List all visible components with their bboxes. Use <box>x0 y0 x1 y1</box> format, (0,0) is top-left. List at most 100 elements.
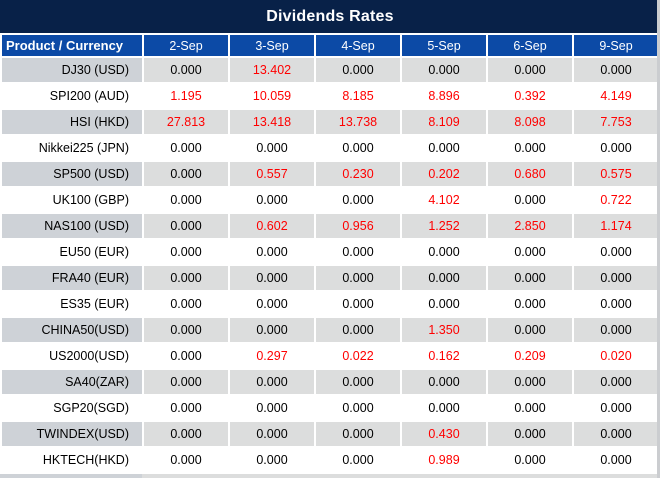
table-row: SA40(ZAR) 0.000 0.000 0.000 0.000 0.000 0.000 <box>2 370 658 394</box>
rate-cell: 0.000 <box>574 240 658 264</box>
table-row: FRA40 (EUR) 0.000 0.000 0.000 0.000 0.000 0.00… <box>2 266 658 290</box>
rate-cell: 0.000 <box>488 448 572 472</box>
header-row: Product / Currency 2-Sep 3-Sep 4-Sep 5-S… <box>2 35 658 56</box>
rate-cell: 0.000 <box>230 188 314 212</box>
table-row: ES35 (EUR) 0.000 0.000 0.000 0.000 0.000 0.000 <box>2 292 658 316</box>
table-body: DJ30 (USD) 0.000 13.402 0.000 0.000 0.000 0.00… <box>2 58 658 472</box>
product-cell: DJ30 (USD) <box>2 58 142 82</box>
rate-cell: 0.989 <box>402 448 486 472</box>
rate-cell: 0.000 <box>144 188 228 212</box>
product-cell: FRA40 (EUR) <box>2 266 142 290</box>
rate-cell: 0.000 <box>316 448 400 472</box>
rate-cell: 0.000 <box>316 240 400 264</box>
table-row: TWINDEX(USD) 0.000 0.000 0.000 0.430 0.000 0.0… <box>2 422 658 446</box>
rate-cell: 13.738 <box>316 110 400 134</box>
rate-cell: 0.000 <box>144 162 228 186</box>
rate-cell: 0.000 <box>574 318 658 342</box>
rate-cell: 0.575 <box>574 162 658 186</box>
rate-cell: 0.000 <box>402 136 486 160</box>
rate-cell: 0.000 <box>316 136 400 160</box>
rate-cell: 0.000 <box>488 266 572 290</box>
rate-cell: 0.000 <box>488 188 572 212</box>
rate-cell: 0.430 <box>402 422 486 446</box>
rate-cell: 0.000 <box>574 422 658 446</box>
table-row: CHINA50(USD) 0.000 0.000 0.000 1.350 0.000 0.0… <box>2 318 658 342</box>
rate-cell: 0.000 <box>574 396 658 420</box>
rate-cell: 0.680 <box>488 162 572 186</box>
rate-cell: 0.000 <box>144 344 228 368</box>
column-header-date: 4-Sep <box>316 35 400 56</box>
table-row: NAS100 (USD) 0.000 0.602 0.956 1.252 2.850 1.1… <box>2 214 658 238</box>
rate-cell: 0.020 <box>574 344 658 368</box>
table-row: SPI200 (AUD) 1.195 10.059 8.185 8.896 0.392 4.… <box>2 84 658 108</box>
rate-cell: 0.000 <box>316 422 400 446</box>
table-title: Dividends Rates <box>266 7 394 25</box>
rate-cell: 0.000 <box>144 240 228 264</box>
rate-cell: 0.000 <box>230 318 314 342</box>
rate-cell: 1.350 <box>402 318 486 342</box>
rate-cell: 0.000 <box>488 422 572 446</box>
rate-cell: 1.174 <box>574 214 658 238</box>
rate-cell: 0.000 <box>574 266 658 290</box>
rate-cell: 0.000 <box>230 422 314 446</box>
table-row: US2000(USD) 0.000 0.297 0.022 0.162 0.209 0.02… <box>2 344 658 368</box>
rate-cell: 13.418 <box>230 110 314 134</box>
rate-cell: 0.000 <box>230 266 314 290</box>
rate-cell: 0.000 <box>316 266 400 290</box>
rate-cell: 0.000 <box>488 58 572 82</box>
product-cell: HKTECH(HKD) <box>2 448 142 472</box>
rate-cell: 0.602 <box>230 214 314 238</box>
rate-cell: 0.000 <box>144 292 228 316</box>
column-header-date: 2-Sep <box>144 35 228 56</box>
rate-cell: 0.000 <box>230 370 314 394</box>
rate-cell: 0.209 <box>488 344 572 368</box>
product-cell: EU50 (EUR) <box>2 240 142 264</box>
product-cell: UK100 (GBP) <box>2 188 142 212</box>
rate-cell: 0.000 <box>402 58 486 82</box>
rate-cell: 0.000 <box>488 370 572 394</box>
table-row: UK100 (GBP) 0.000 0.000 0.000 4.102 0.000 0.72… <box>2 188 658 212</box>
rate-cell: 0.297 <box>230 344 314 368</box>
rate-cell: 0.000 <box>144 136 228 160</box>
product-cell: CHINA50(USD) <box>2 318 142 342</box>
table-title-bar: Dividends Rates <box>0 0 660 33</box>
product-cell: ES35 (EUR) <box>2 292 142 316</box>
rate-cell: 0.722 <box>574 188 658 212</box>
table-row: SGP20(SGD) 0.000 0.000 0.000 0.000 0.000 0.000 <box>2 396 658 420</box>
product-cell: SP500 (USD) <box>2 162 142 186</box>
rate-cell: 0.000 <box>402 292 486 316</box>
product-cell: SPI200 (AUD) <box>2 84 142 108</box>
rate-cell: 1.195 <box>144 84 228 108</box>
table-row: HSI (HKD) 27.813 13.418 13.738 8.109 8.098 7.7… <box>2 110 658 134</box>
rate-cell: 0.000 <box>316 292 400 316</box>
rate-cell: 0.000 <box>574 136 658 160</box>
rate-cell: 4.149 <box>574 84 658 108</box>
rate-cell: 1.252 <box>402 214 486 238</box>
product-cell: US2000(USD) <box>2 344 142 368</box>
rate-cell: 0.000 <box>316 58 400 82</box>
table-row: SP500 (USD) 0.000 0.557 0.230 0.202 0.680 0.57… <box>2 162 658 186</box>
rate-cell: 7.753 <box>574 110 658 134</box>
rate-cell: 0.392 <box>488 84 572 108</box>
column-header-date: 9-Sep <box>574 35 658 56</box>
rate-cell: 0.000 <box>488 292 572 316</box>
product-cell: SGP20(SGD) <box>2 396 142 420</box>
table-row: DJ30 (USD) 0.000 13.402 0.000 0.000 0.000 0.00… <box>2 58 658 82</box>
right-edge-strip <box>657 0 660 478</box>
rate-cell: 0.000 <box>488 136 572 160</box>
rate-cell: 0.230 <box>316 162 400 186</box>
rate-cell: 0.000 <box>230 448 314 472</box>
rate-cell: 0.000 <box>402 266 486 290</box>
product-cell: Nikkei225 (JPN) <box>2 136 142 160</box>
rate-cell: 27.813 <box>144 110 228 134</box>
rate-cell: 0.000 <box>230 136 314 160</box>
table-row: HKTECH(HKD) 0.000 0.000 0.000 0.989 0.000 0.00… <box>2 448 658 472</box>
column-header-date: 5-Sep <box>402 35 486 56</box>
rate-cell: 13.402 <box>230 58 314 82</box>
product-cell: TWINDEX(USD) <box>2 422 142 446</box>
column-header-date: 3-Sep <box>230 35 314 56</box>
rate-cell: 0.000 <box>144 396 228 420</box>
rate-cell: 0.000 <box>144 422 228 446</box>
column-header-date: 6-Sep <box>488 35 572 56</box>
rate-cell: 0.000 <box>316 318 400 342</box>
